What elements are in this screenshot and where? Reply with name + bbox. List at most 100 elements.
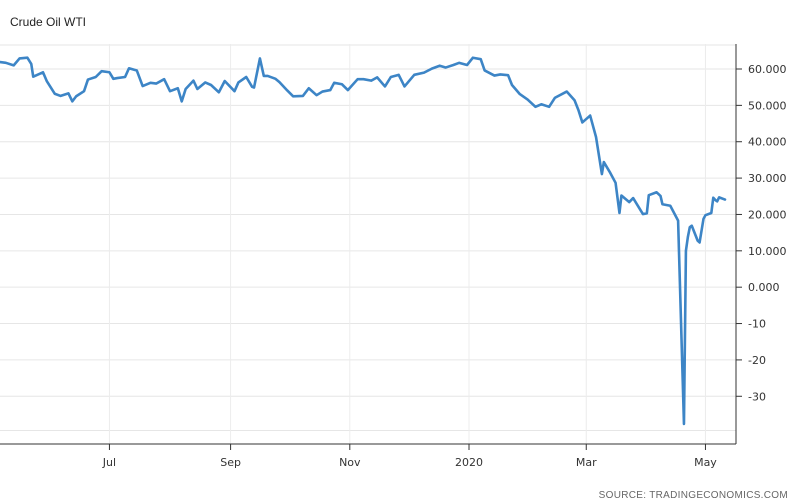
data-point	[376, 76, 378, 78]
data-point	[716, 200, 718, 202]
data-point	[452, 64, 454, 66]
data-point	[26, 57, 28, 59]
data-point	[163, 78, 165, 80]
data-point	[278, 81, 281, 83]
data-point	[233, 90, 236, 92]
data-point	[566, 90, 568, 93]
data-point	[710, 212, 712, 214]
source-attribution: SOURCE: TRADINGECONOMICS.COM	[598, 490, 788, 501]
data-point	[192, 80, 195, 82]
data-point	[267, 75, 269, 77]
y-tick-label: -20	[748, 354, 766, 367]
data-point	[384, 85, 386, 88]
data-point	[0, 61, 1, 63]
y-tick-label: -30	[748, 390, 766, 403]
data-point	[444, 66, 447, 69]
data-point	[724, 198, 726, 201]
data-point	[46, 80, 48, 82]
data-point	[689, 226, 691, 228]
data-point	[59, 95, 62, 97]
data-point	[218, 91, 220, 93]
data-point	[302, 95, 304, 97]
data-point	[390, 76, 392, 78]
data-point	[185, 88, 187, 90]
data-point	[458, 62, 460, 64]
data-point	[274, 78, 277, 80]
data-point	[472, 57, 474, 59]
data-point	[697, 240, 699, 242]
x-tick-label: 2020	[455, 456, 483, 469]
data-point	[714, 199, 716, 201]
data-point	[251, 86, 253, 88]
y-tick-label: 50.000	[748, 99, 787, 112]
data-point	[321, 90, 324, 93]
data-point	[601, 173, 603, 175]
data-point	[210, 84, 212, 86]
series-line	[0, 56, 727, 426]
data-point	[484, 69, 486, 72]
data-point	[357, 78, 359, 80]
data-point	[224, 80, 226, 82]
data-point	[142, 85, 144, 87]
data-point	[632, 197, 634, 199]
data-point	[712, 197, 714, 199]
data-point	[333, 82, 335, 84]
data-point	[699, 241, 701, 244]
data-point	[347, 89, 349, 91]
data-point	[677, 220, 679, 222]
data-point	[370, 80, 372, 82]
data-point	[253, 86, 255, 89]
data-point	[177, 87, 179, 89]
data-point	[71, 100, 73, 102]
data-point	[423, 72, 425, 74]
data-point	[595, 136, 597, 138]
data-point	[67, 92, 69, 94]
data-point	[554, 97, 556, 99]
data-point	[155, 82, 157, 85]
data-point	[308, 87, 310, 89]
data-point	[398, 74, 400, 76]
data-point	[499, 73, 501, 76]
y-tick-label: 0.000	[748, 281, 780, 294]
data-point	[656, 191, 658, 193]
data-point	[511, 84, 513, 86]
y-tick-label: 30.000	[748, 172, 787, 185]
data-point	[101, 70, 103, 72]
data-point	[169, 90, 171, 92]
data-point	[507, 74, 509, 76]
data-point	[603, 161, 605, 163]
x-tick-label: Jul	[102, 456, 116, 469]
data-point	[263, 75, 265, 77]
data-point	[32, 76, 34, 78]
data-point	[466, 64, 468, 66]
data-point	[646, 212, 648, 214]
x-tick-label: May	[694, 456, 717, 469]
y-tick-label: 20.000	[748, 208, 787, 221]
data-point	[13, 64, 15, 66]
data-point	[614, 182, 617, 184]
data-point	[659, 195, 662, 197]
data-point	[628, 201, 630, 203]
data-point	[480, 58, 482, 60]
data-point	[620, 194, 623, 197]
data-point	[403, 85, 406, 88]
data-point	[42, 71, 44, 73]
data-point	[702, 218, 705, 220]
data-point	[413, 74, 415, 76]
data-point	[87, 78, 89, 81]
data-point	[648, 194, 650, 196]
y-tick-label: -10	[748, 318, 766, 331]
data-point	[589, 114, 591, 117]
data-point	[292, 95, 294, 97]
data-point	[609, 171, 611, 173]
chart-title: Crude Oil WTI	[10, 15, 87, 29]
data-point	[493, 74, 496, 77]
data-point	[642, 213, 644, 215]
data-point	[124, 76, 126, 78]
data-point	[196, 88, 198, 90]
data-point	[128, 67, 130, 69]
data-point	[704, 214, 707, 216]
data-point	[245, 76, 247, 78]
data-point	[83, 90, 85, 92]
x-tick-label: Mar	[576, 456, 597, 469]
